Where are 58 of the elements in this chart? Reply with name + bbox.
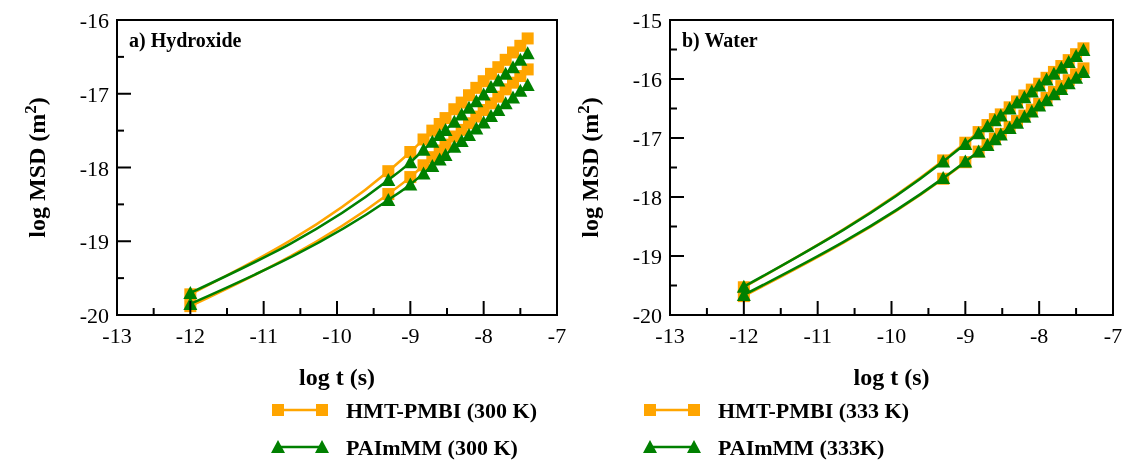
- x-tick-label: -10: [876, 323, 907, 348]
- point: [506, 60, 520, 74]
- point: [513, 52, 528, 66]
- legend-label: HMT-PMBI (333 K): [718, 398, 910, 423]
- x-tick-label: -11: [803, 323, 832, 348]
- y-tick-label: -19: [79, 229, 109, 255]
- y-tick-label: -17: [632, 126, 662, 151]
- x-tick-label: -7: [547, 323, 567, 348]
- point: [513, 83, 528, 97]
- y-tick-label: -18: [79, 155, 109, 181]
- point: [498, 66, 513, 80]
- point: [469, 94, 484, 108]
- point: [447, 139, 462, 153]
- x-axis-title: log t (s): [299, 364, 375, 390]
- point: [425, 134, 440, 148]
- point: [476, 115, 491, 129]
- point: [491, 102, 506, 116]
- point: [381, 173, 396, 187]
- chart-title: b) Water: [682, 29, 758, 52]
- point: [416, 166, 431, 180]
- point: [476, 87, 491, 101]
- point: [425, 159, 440, 173]
- point: [521, 63, 534, 76]
- x-tick-label: -11: [249, 323, 278, 348]
- x-tick-label: -8: [1030, 323, 1049, 348]
- point: [462, 128, 476, 142]
- point: [447, 114, 462, 128]
- point: [404, 146, 417, 159]
- point: [403, 155, 418, 169]
- x-tick-label: -7: [1103, 323, 1123, 348]
- point: [521, 32, 534, 45]
- y-tick-label: -18: [632, 185, 662, 210]
- y-tick-label: -16: [79, 8, 109, 33]
- point: [403, 177, 418, 191]
- y-tick-label: -16: [632, 67, 662, 92]
- point: [498, 96, 513, 110]
- x-tick-label: -9: [401, 323, 420, 348]
- y-tick-label: -19: [632, 244, 662, 269]
- point: [416, 142, 431, 156]
- legend-label: HMT-PMBI (300 K): [346, 398, 538, 423]
- point: [462, 100, 476, 114]
- point: [520, 46, 535, 60]
- point: [520, 77, 535, 91]
- y-tick-label: -17: [79, 81, 109, 107]
- x-tick-label: -9: [956, 323, 975, 348]
- x-tick-label: -10: [322, 323, 352, 348]
- point: [484, 80, 498, 94]
- legend-label: PAImMM (300 K): [346, 435, 518, 460]
- x-axis-title: log t (s): [853, 364, 930, 390]
- point: [484, 108, 498, 122]
- x-tick-label: -12: [729, 323, 759, 348]
- y-tick-label: -15: [632, 8, 662, 33]
- x-tick-label: -12: [175, 323, 205, 348]
- legend-label: PAImMM (333K): [718, 435, 885, 460]
- point: [454, 133, 469, 147]
- chart-title: a) Hydroxide: [129, 29, 242, 52]
- point: [381, 192, 396, 206]
- x-tick-label: -8: [474, 323, 493, 348]
